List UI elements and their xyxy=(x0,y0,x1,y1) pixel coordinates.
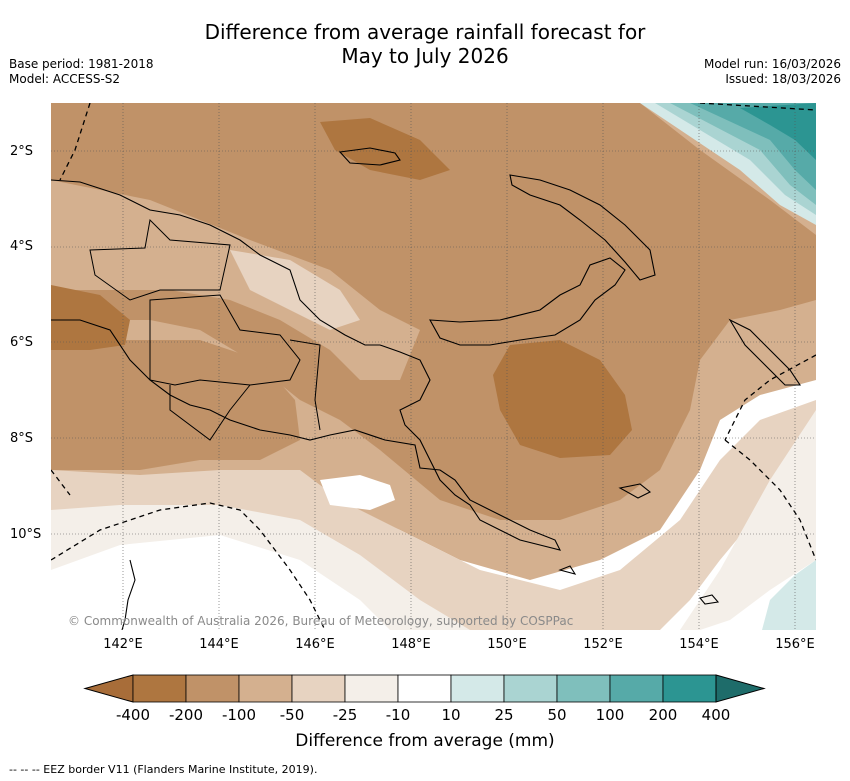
colorbar-swatch xyxy=(397,674,452,703)
colorbar-tick-label: 10 xyxy=(441,706,461,724)
colorbar-swatch xyxy=(344,674,399,703)
islands-southeast xyxy=(558,483,720,605)
colorbar-swatch xyxy=(450,674,505,703)
colorbar-tick-label: 25 xyxy=(494,706,514,724)
lon-label: 146°E xyxy=(295,637,335,652)
colorbar-tick-label: 100 xyxy=(595,706,625,724)
lon-label: 156°E xyxy=(775,637,815,652)
colorbar-tick-label: 200 xyxy=(648,706,678,724)
chart-title-line1: Difference from average rainfall forecas… xyxy=(204,20,646,44)
lon-label: 142°E xyxy=(103,637,143,652)
contour-band-minus200-east xyxy=(493,340,632,458)
lon-label: 148°E xyxy=(391,637,431,652)
colorbar-tick-label: -50 xyxy=(279,706,305,724)
colorbar-swatch xyxy=(238,674,293,703)
colorbar-tick-label: -200 xyxy=(168,706,204,724)
contour-band-neutral-south xyxy=(51,535,390,630)
eez-legend: -- -- -- EEZ border V11 (Flanders Marine… xyxy=(9,763,318,776)
colorbar-swatch xyxy=(662,674,717,703)
graticule xyxy=(51,103,816,630)
new-ireland-coast xyxy=(509,174,656,281)
cape-york-coast xyxy=(121,559,136,630)
map-area xyxy=(51,103,816,630)
contour-band-minus10-east xyxy=(680,410,816,630)
colorbar-swatch xyxy=(291,674,346,703)
model-run: Model run: 16/03/2026 xyxy=(703,57,841,71)
contour-band-minus100-west xyxy=(51,340,300,470)
lat-label: 6°S xyxy=(10,335,34,350)
lat-label: 8°S xyxy=(10,431,34,446)
lon-label: 152°E xyxy=(583,637,623,652)
contour-band-plus10-southeast xyxy=(762,560,816,630)
colorbar-tick-label: -25 xyxy=(332,706,358,724)
manus-coast xyxy=(338,147,401,166)
lat-label: 4°S xyxy=(10,239,34,254)
model-name: Model: ACCESS-S2 xyxy=(9,72,121,86)
chart-title: Difference from average rainfall forecas… xyxy=(0,20,850,68)
contour-band-minus50-central xyxy=(51,180,420,380)
lat-label: 10°S xyxy=(10,527,42,542)
contour-band-minus200-west xyxy=(51,285,130,350)
colorbar-swatch xyxy=(185,674,240,703)
colorbar-swatch xyxy=(503,674,558,703)
colorbar-swatch xyxy=(556,674,611,703)
lat-label: 2°S xyxy=(10,144,34,159)
copyright-credit: © Commonwealth of Australia 2026, Bureau… xyxy=(68,614,574,628)
colorbar-tick-label: -400 xyxy=(115,706,151,724)
lon-label: 154°E xyxy=(679,637,719,652)
meta-right: Model run: 16/03/2026 Issued: 18/03/2026 xyxy=(704,57,841,87)
colorbar-tick-label: 400 xyxy=(701,706,731,724)
provincial-borders xyxy=(89,218,321,441)
colorbar-tick-label: 50 xyxy=(547,706,567,724)
contour-band-plus200 xyxy=(740,103,816,160)
lon-label: 150°E xyxy=(487,637,527,652)
contour-band-minus200-north xyxy=(320,118,450,180)
bougainville-coast xyxy=(728,318,802,386)
colorbar-tick-label: -10 xyxy=(385,706,411,724)
colorbar-arrow-high xyxy=(715,674,766,703)
colorbar xyxy=(83,674,766,703)
coastlines xyxy=(51,147,802,630)
lon-label: 144°E xyxy=(199,637,239,652)
colorbar-tick-label: -100 xyxy=(221,706,257,724)
base-period: Base period: 1981-2018 xyxy=(9,57,154,71)
eez-borders xyxy=(51,103,816,630)
chart-title-line2: May to July 2026 xyxy=(341,44,509,68)
new-guinea-coast xyxy=(51,179,562,551)
issued-date: Issued: 18/03/2026 xyxy=(725,72,841,86)
meta-left: Base period: 1981-2018 Model: ACCESS-S2 xyxy=(9,57,154,87)
colorbar-title: Difference from average (mm) xyxy=(295,731,555,751)
colorbar-swatch xyxy=(132,674,187,703)
contour-band-neutral-gulf xyxy=(320,475,395,510)
contour-band-minus25-central xyxy=(230,250,360,330)
colorbar-swatch xyxy=(609,674,664,703)
colorbar-arrow-low xyxy=(83,674,134,703)
new-britain-coast xyxy=(429,257,626,346)
